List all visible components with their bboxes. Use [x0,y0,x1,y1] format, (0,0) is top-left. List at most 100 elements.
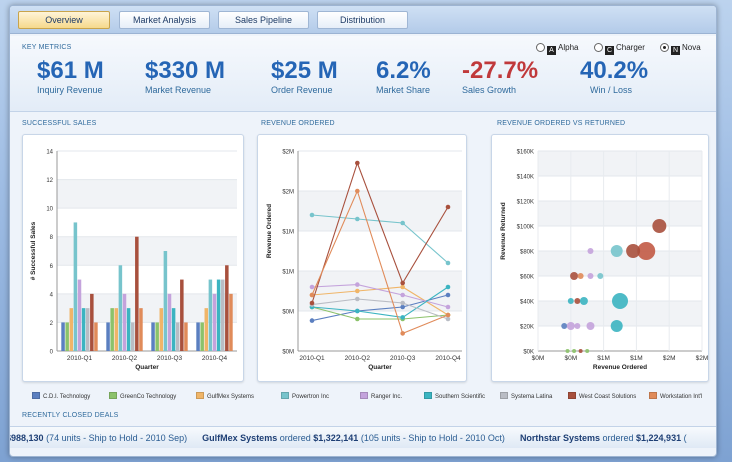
revenue-ordered-svg: $0M $0M $1M $1M $2M $2M 2010-Q1 2010-Q2 2010-Q3 2… [266,150,462,371]
y-tick-label: $120K [517,200,534,206]
y-tick-label: $140K [517,175,534,181]
scatter-point [610,245,623,257]
theme-option-nova[interactable]: N Nova [660,42,701,56]
bar [208,279,213,351]
scatter-point [637,242,656,260]
metric-label: Win / Loss [590,85,633,95]
grid-band [57,236,237,266]
legend-swatch [424,392,432,399]
y-tick-label: $0M [282,310,294,316]
series-point [355,282,360,287]
theme-option-charger[interactable]: C Charger [594,42,645,56]
series-point [445,260,451,266]
series-point [309,284,315,290]
tab-sales-pipeline[interactable]: Sales Pipeline [218,11,309,29]
series-line [311,189,449,335]
successful-sales-chart: 0 2 4 6 8 10 12 14 2010-Q1 2010-Q2 2010-Q3 2010-Q4 Q… [22,134,244,382]
metric-label: Sales Growth [462,85,517,95]
metric-order-revenue: $25 M Order Revenue [271,58,338,96]
bar [85,308,90,351]
tab-overview[interactable]: Overview [18,11,110,29]
tab-distribution[interactable]: Distribution [317,11,408,29]
grid-band [538,201,702,226]
scatter-point [612,293,628,309]
x-axis-title: Revenue Ordered [593,364,647,371]
bar [216,279,221,351]
theme-option-label: Charger [616,43,645,52]
scatter-point [574,298,581,304]
deal-item: $988,130 (74 units - Ship to Hold - 2010… [10,433,190,443]
revenue-vs-returned-svg: $0K $20K $40K $60K $80K $100K $120K $140K $160K $… [500,150,708,372]
bar [196,322,200,351]
y-tick-label: $60K [520,275,534,281]
y-axis-title: # Successful Sales [30,221,37,280]
revenue-vs-returned-chart: $0K $20K $40K $60K $80K $100K $120K $140K $160K $… [491,134,709,382]
tab-market-analysis[interactable]: Market Analysis [119,11,210,29]
revenue-ordered-chart: $0M $0M $1M $1M $2M $2M 2010-Q1 2010-Q2 2010-Q3 2… [257,134,467,382]
deal-detail: ( [683,433,687,443]
legend-swatch [360,392,368,399]
metric-value: 40.2% [580,57,649,84]
bar [90,293,94,351]
y-axis-title: Revenue Returned [500,202,507,259]
x-tick-label: 2010-Q4 [435,355,461,362]
metric-value: $330 M [145,57,226,84]
scatter-point [579,297,588,305]
series-point [400,331,405,336]
metric-value: -27.7% [462,57,539,84]
bar [65,322,69,351]
metric-label: Inquiry Revenue [37,85,103,95]
revenue-ordered-title: REVENUE ORDERED [261,120,335,127]
series-point [445,292,451,298]
theme-option-alpha[interactable]: A Alpha [536,42,578,56]
bar [212,293,217,351]
series-point [309,300,315,306]
bar [159,308,164,351]
series-point [309,212,315,218]
bar [184,322,188,351]
scatter-point [570,272,579,280]
theme-alpha-icon: A [547,46,556,55]
metric-label: Order Revenue [271,85,333,95]
series-point [400,315,405,320]
bar [73,222,78,351]
y-tick-label: $0M [282,350,294,356]
metric-sales-growth: -27.7% Sales Growth [462,57,539,96]
deal-item: Northstar Systems ordered $1,224,931 ( [520,433,687,443]
series-point [445,304,451,310]
legend-swatch [281,392,289,399]
bar [106,322,110,351]
bar [77,279,82,351]
y-tick-label: $80K [520,250,534,256]
bar [81,308,86,351]
deal-text: ordered [602,433,634,443]
legend-label: Systema Latina [511,394,553,400]
bar [94,322,98,351]
deal-detail: (105 units - Ship to Hold - 2010 Oct) [360,433,505,443]
metric-inquiry-revenue: $61 M Inquiry Revenue [37,58,104,96]
legend-label: GreenCo Technology [120,394,177,400]
series-point [400,280,405,286]
theme-option-label: Nova [682,43,701,52]
bar [200,322,204,351]
y-tick-label: $160K [517,150,534,156]
legend-item: Powertron Inc [281,392,329,402]
bar [175,322,180,351]
scatter-point [577,273,584,279]
bar [114,308,119,351]
legend-item: C.D.I. Technology [32,392,90,402]
scatter-point [587,248,594,254]
legend-item: Workstation Int'l [649,392,702,402]
bar [130,322,135,351]
scatter-point [626,244,641,258]
series-point [445,284,451,290]
theme-charger-icon: C [605,46,614,55]
x-tick-label: 2010-Q2 [112,355,138,362]
metric-market-share: 6.2% Market Share [376,58,431,96]
y-tick-label: 0 [50,350,54,356]
deal-detail: (74 units - Ship to Hold - 2010 Sep) [46,433,188,443]
series-point [355,308,360,314]
x-tick-label: $1M [597,355,610,362]
y-tick-label: $2M [282,150,294,156]
x-axis-title: Quarter [135,364,159,371]
